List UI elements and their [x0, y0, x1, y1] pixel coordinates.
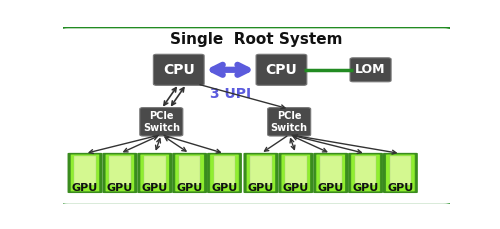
Text: CPU: CPU — [266, 63, 298, 77]
Text: GPU: GPU — [318, 183, 344, 193]
FancyBboxPatch shape — [68, 153, 102, 193]
FancyBboxPatch shape — [256, 54, 307, 85]
FancyBboxPatch shape — [354, 156, 376, 185]
FancyBboxPatch shape — [214, 156, 236, 185]
FancyBboxPatch shape — [102, 153, 138, 193]
Text: GPU: GPU — [176, 183, 203, 193]
Text: 3 UPI: 3 UPI — [210, 87, 250, 101]
FancyBboxPatch shape — [172, 153, 207, 193]
Text: GPU: GPU — [72, 183, 98, 193]
FancyBboxPatch shape — [278, 153, 313, 193]
FancyBboxPatch shape — [140, 108, 183, 136]
Text: GPU: GPU — [212, 183, 238, 193]
FancyBboxPatch shape — [383, 153, 418, 193]
Text: GPU: GPU — [106, 183, 133, 193]
Text: GPU: GPU — [248, 183, 274, 193]
FancyBboxPatch shape — [351, 154, 380, 192]
FancyBboxPatch shape — [144, 156, 166, 185]
FancyBboxPatch shape — [210, 154, 239, 192]
FancyBboxPatch shape — [138, 153, 172, 193]
FancyBboxPatch shape — [70, 154, 100, 192]
FancyBboxPatch shape — [179, 156, 201, 185]
FancyBboxPatch shape — [175, 154, 204, 192]
FancyBboxPatch shape — [386, 154, 415, 192]
Text: LOM: LOM — [356, 63, 386, 76]
Text: GPU: GPU — [282, 183, 309, 193]
FancyBboxPatch shape — [56, 27, 455, 206]
FancyBboxPatch shape — [285, 156, 306, 185]
FancyBboxPatch shape — [350, 58, 391, 82]
FancyBboxPatch shape — [320, 156, 342, 185]
FancyBboxPatch shape — [244, 153, 278, 193]
FancyBboxPatch shape — [105, 154, 134, 192]
FancyBboxPatch shape — [109, 156, 130, 185]
Text: PCIe
Switch: PCIe Switch — [143, 111, 180, 133]
FancyBboxPatch shape — [154, 54, 204, 85]
FancyBboxPatch shape — [207, 153, 242, 193]
FancyBboxPatch shape — [246, 154, 276, 192]
FancyBboxPatch shape — [316, 154, 346, 192]
FancyBboxPatch shape — [268, 108, 310, 136]
FancyBboxPatch shape — [348, 153, 383, 193]
Text: GPU: GPU — [388, 183, 413, 193]
FancyBboxPatch shape — [390, 156, 411, 185]
Text: PCIe
Switch: PCIe Switch — [270, 111, 308, 133]
Text: Single  Root System: Single Root System — [170, 32, 342, 47]
Text: GPU: GPU — [142, 183, 168, 193]
FancyBboxPatch shape — [281, 154, 310, 192]
Text: GPU: GPU — [352, 183, 378, 193]
FancyBboxPatch shape — [74, 156, 96, 185]
FancyBboxPatch shape — [140, 154, 170, 192]
FancyBboxPatch shape — [250, 156, 272, 185]
FancyBboxPatch shape — [313, 153, 348, 193]
Text: CPU: CPU — [163, 63, 194, 77]
